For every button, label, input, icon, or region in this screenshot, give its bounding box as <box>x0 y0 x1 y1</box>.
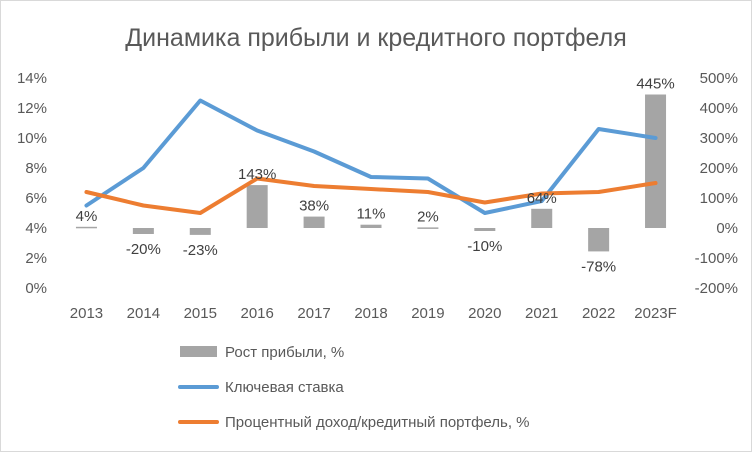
bar-rost-pribyli <box>189 228 211 235</box>
line-procentnyi-dohod <box>84 176 658 215</box>
x-axis-tick-label: 2013 <box>70 305 103 322</box>
legend: Рост прибыли, % Ключевая ставка Процентный… <box>178 344 530 431</box>
bar-rost-pribyli <box>246 185 268 228</box>
left-axis-tick-label: 14% <box>17 70 47 87</box>
bar-data-label: -20% <box>126 241 161 258</box>
bar-data-label: -78% <box>581 258 616 275</box>
right-axis-tick-label: 400% <box>700 100 738 117</box>
legend-label: Ключевая ставка <box>225 379 344 396</box>
bar-data-label: 2% <box>417 208 439 225</box>
legend-item-klyuchevaya-stavka: Ключевая ставка <box>178 379 344 396</box>
bar-rost-pribyli <box>588 228 610 252</box>
legend-label: Рост прибыли, % <box>225 344 344 361</box>
bar-data-label: 143% <box>238 166 276 183</box>
lines-layer <box>84 98 658 215</box>
x-axis-tick-label: 2015 <box>184 305 217 322</box>
bar-data-label: 445% <box>636 76 674 93</box>
bar-rost-pribyli <box>132 228 154 234</box>
legend-item-rost-pribyli: Рост прибыли, % <box>180 344 344 361</box>
left-axis-tick-label: 10% <box>17 130 47 147</box>
bar-data-label: 11% <box>357 206 386 223</box>
labels-layer: 4% -20% -23% 143% 38% 11% 2% -10% 64% -78% 445% <box>76 76 675 276</box>
left-axis-tick-label: 4% <box>25 220 47 237</box>
right-axis-tick-label: 500% <box>700 70 738 87</box>
left-axis-tick-label: 0% <box>25 280 47 297</box>
x-axis-tick-label: 2020 <box>468 305 501 322</box>
bar-data-label: -23% <box>183 242 218 259</box>
right-axis-tick-label: 300% <box>700 130 738 147</box>
bar-rost-pribyli <box>531 208 553 228</box>
right-axis-tick-label: -100% <box>695 250 738 267</box>
bar-rost-pribyli <box>474 228 496 231</box>
line-klyuchevaya-stavka <box>84 98 658 215</box>
bars-layer <box>75 94 667 252</box>
right-axis-tick-label: 200% <box>700 160 738 177</box>
bar-data-label: -10% <box>467 238 502 255</box>
x-axis-tick-label: 2018 <box>354 305 387 322</box>
x-axis-tick-label: 2023F <box>634 305 677 322</box>
right-axis-tick-label: -200% <box>695 280 738 297</box>
legend-swatch <box>180 346 217 357</box>
bar-rost-pribyli <box>75 226 97 229</box>
left-axis-tick-label: 6% <box>25 190 47 207</box>
right-axis-tick-label: 100% <box>700 190 738 207</box>
x-axis-tick-label: 2017 <box>297 305 330 322</box>
bar-data-label: 38% <box>299 198 329 215</box>
bar-rost-pribyli <box>417 227 439 229</box>
right-axis-tick-label: 0% <box>716 220 738 237</box>
x-axis-tick-label: 2022 <box>582 305 615 322</box>
x-axis-tick-label: 2019 <box>411 305 444 322</box>
bar-rost-pribyli <box>360 224 382 228</box>
left-axis-tick-label: 8% <box>25 160 47 177</box>
x-axis-tick-label: 2014 <box>127 305 160 322</box>
legend-label: Процентный доход/кредитный портфель, % <box>225 414 530 431</box>
bar-rost-pribyli <box>303 216 325 228</box>
x-axis-tick-label: 2021 <box>525 305 558 322</box>
x-axis-tick-label: 2016 <box>240 305 273 322</box>
bar-data-label: 4% <box>76 208 98 225</box>
chart-title: Динамика прибыли и кредитного портфеля <box>125 24 627 52</box>
axes-layer: 0% 2% 4% 6% 8% 10% 12% 14% -200% -100% 0% 100% 200% 3… <box>17 70 738 322</box>
legend-item-procentnyi-dohod: Процентный доход/кредитный портфель, % <box>178 414 530 431</box>
bar-rost-pribyli <box>645 94 667 228</box>
bar-data-label: 64% <box>527 190 557 207</box>
left-axis-tick-label: 2% <box>25 250 47 267</box>
left-axis-tick-label: 12% <box>17 100 47 117</box>
